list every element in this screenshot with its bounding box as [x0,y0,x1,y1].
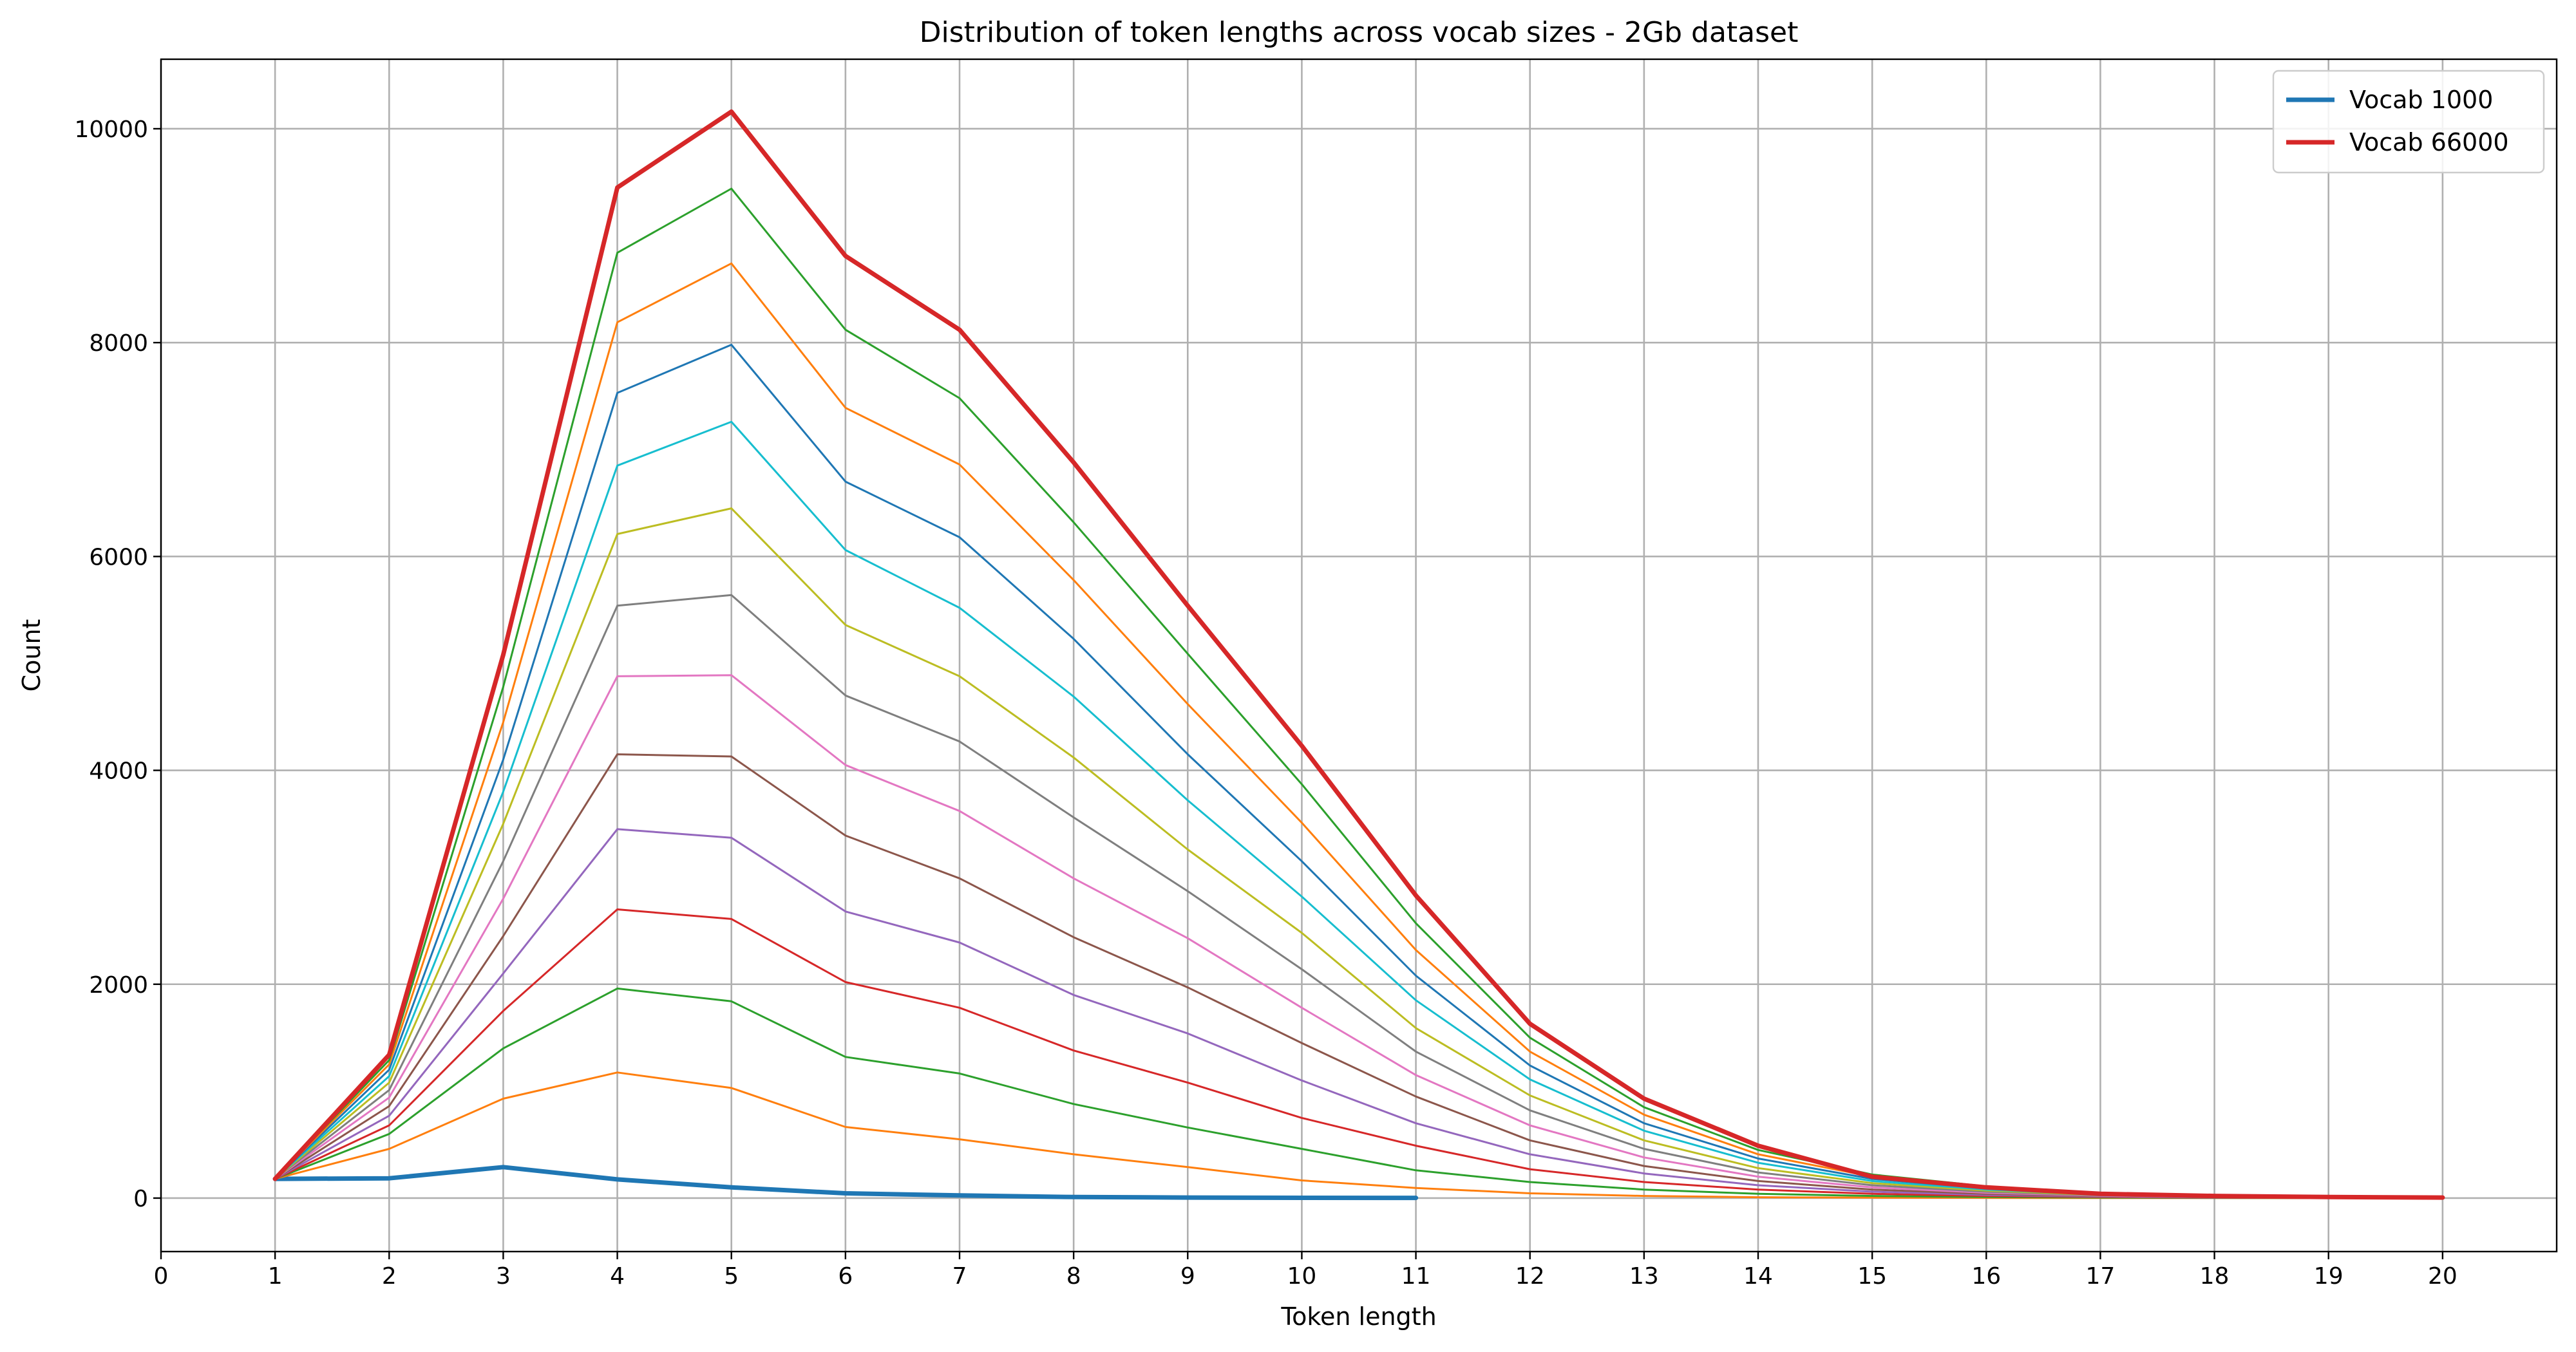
x-tick-label: 6 [838,1263,853,1290]
x-tick-label: 20 [2428,1263,2458,1290]
x-tick-label: 2 [382,1263,397,1290]
legend[interactable]: Vocab 1000 Vocab 66000 [2272,70,2545,174]
x-tick-label: 3 [496,1263,511,1290]
legend-box [2272,70,2545,174]
x-tick-label: 18 [2200,1263,2230,1290]
series-line-14 [272,109,2445,1200]
x-tick-label: 15 [1857,1263,1887,1290]
x-tick-label: 12 [1515,1263,1545,1290]
x-tick-label: 17 [2086,1263,2116,1290]
x-axis-label: Token length [1280,1302,1436,1331]
series-line-1 [272,1165,1419,1201]
legend-entry-label[interactable]: Vocab 1000 [2349,86,2493,114]
y-tick-label: 4000 [89,758,148,785]
x-tick-label: 16 [1971,1263,2001,1290]
y-tick-label: 6000 [89,544,148,570]
x-tick-label: 11 [1401,1263,1431,1290]
x-tick-label: 9 [1180,1263,1195,1290]
y-axis-label: Count [17,619,46,692]
x-tick-label: 5 [724,1263,739,1290]
x-tick-label: 19 [2314,1263,2344,1290]
legend-entry-label[interactable]: Vocab 66000 [2349,128,2509,156]
plot-frame [160,58,2558,1253]
x-tick-label: 4 [610,1263,625,1290]
x-tick-label: 8 [1066,1263,1081,1290]
axis-ticks: 0 1 2 3 4 5 6 7 8 9 10 11 12 13 14 15 16 17 18 19 2002000400… [74,117,2457,1290]
x-tick-label: 13 [1629,1263,1659,1290]
x-tick-label: 14 [1743,1263,1773,1290]
x-tick-label: 1 [268,1263,283,1290]
y-tick-label: 8000 [89,330,148,357]
x-tick-label: 7 [952,1263,967,1290]
x-tick-label: 10 [1287,1263,1317,1290]
y-tick-label: 2000 [89,972,148,999]
y-tick-label: 0 [133,1186,148,1212]
chart-title: Distribution of token lengths across voc… [920,16,1799,49]
x-tick-label: 0 [154,1263,169,1290]
y-tick-label: 10000 [74,117,148,143]
series-lines [272,109,2445,1201]
